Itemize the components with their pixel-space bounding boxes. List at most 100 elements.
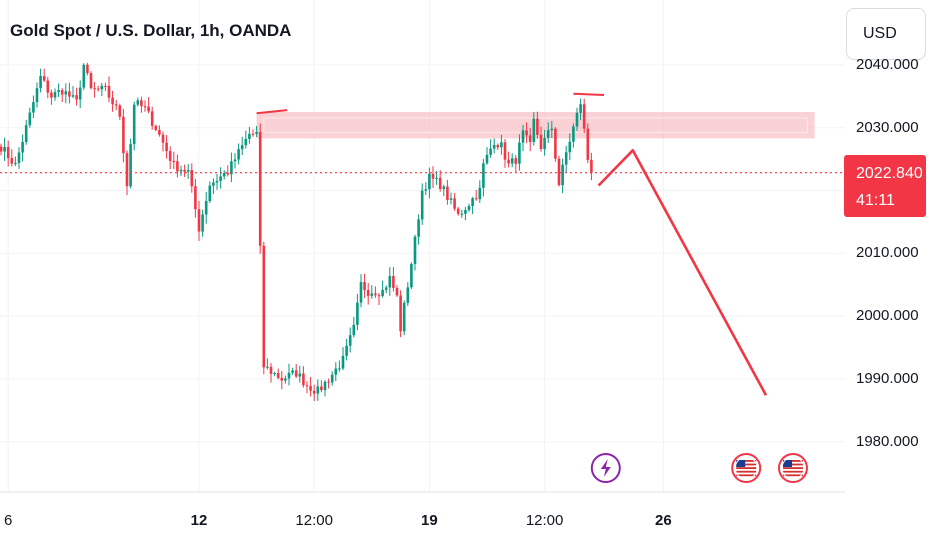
candle-body [262, 245, 266, 368]
candle-body [539, 134, 543, 150]
candle-body [582, 104, 586, 129]
us-flag-icon [781, 456, 805, 480]
candle-body [64, 91, 68, 95]
candle-body [456, 208, 460, 214]
candle-body [546, 130, 550, 138]
candle-body [291, 370, 294, 373]
candle-body [28, 112, 32, 126]
candle-body [114, 104, 118, 106]
candlestick-series [0, 62, 593, 402]
candle-body [212, 182, 215, 186]
candle-body [518, 142, 521, 164]
candle-body [255, 132, 258, 134]
candle-body [219, 176, 222, 181]
candle-body [107, 85, 111, 98]
time-tick-label: 19 [421, 512, 438, 529]
candle-body [521, 130, 525, 143]
candle-body [330, 374, 334, 383]
candle-body [399, 295, 402, 332]
candle-body [536, 118, 539, 135]
us-flag-icon [734, 456, 758, 480]
us-flag-stripe [783, 463, 803, 466]
candle-body [388, 275, 392, 288]
candle-body [420, 190, 424, 220]
price-tick-label: 2000.000 [856, 307, 919, 325]
resistance-zone-inner [263, 117, 808, 133]
candle-body [6, 147, 10, 159]
candle-body [122, 116, 125, 154]
candle-body [147, 106, 150, 112]
candle-body [474, 198, 478, 200]
candle-body [186, 170, 190, 172]
lightning-icon [600, 459, 611, 477]
candle-body [424, 189, 428, 191]
candle-body [334, 368, 338, 375]
candle-body [489, 148, 492, 155]
candle-body [514, 158, 518, 164]
us-flag-stripe [736, 463, 757, 466]
candle-body [176, 161, 179, 172]
us-flag-stripe [736, 467, 757, 469]
candle-body [190, 170, 194, 187]
candle-body [215, 180, 219, 183]
candle-body [204, 201, 208, 215]
candle-body [222, 173, 226, 177]
candle-body [161, 134, 165, 143]
candle-body [50, 92, 53, 98]
candle-body [35, 88, 39, 103]
candle-body [298, 373, 302, 377]
candle-body [464, 210, 467, 214]
candle-body [374, 293, 377, 296]
candle-body [276, 373, 280, 378]
candle-body [53, 92, 57, 98]
candle-body [384, 287, 388, 290]
price-tick-label: 2040.000 [856, 55, 919, 73]
candle-body [168, 151, 172, 161]
resistance-zone [256, 112, 815, 139]
us-flag-stripe [783, 467, 803, 469]
candle-body [244, 138, 248, 146]
candle-body [71, 95, 75, 97]
currency-button[interactable]: USD [846, 8, 926, 60]
candle-body [111, 97, 114, 105]
candle-body [431, 173, 435, 179]
candle-body [96, 88, 100, 90]
candle-body [316, 386, 320, 394]
candle-body [312, 390, 316, 394]
candle-body [305, 385, 309, 387]
candle-body [197, 209, 201, 232]
candle-body [172, 160, 176, 162]
candle-body [338, 368, 341, 370]
time-tick-label: 12:00 [295, 512, 333, 529]
candle-body [125, 153, 129, 187]
candle-body [75, 95, 78, 100]
candle-body [575, 112, 579, 127]
candle-body [46, 80, 50, 93]
candle-body [590, 159, 593, 173]
candle-body [183, 169, 186, 172]
candle-body [118, 105, 122, 117]
candle-body [467, 205, 471, 211]
candle-body [417, 219, 420, 237]
candle-body [572, 126, 575, 142]
candle-body [104, 85, 107, 87]
candle-body [302, 373, 305, 386]
chart-title: Gold Spot / U.S. Dollar, 1h, OANDA [10, 21, 292, 40]
candle-body [395, 287, 399, 296]
candle-body [510, 158, 514, 164]
candle-body [3, 147, 6, 152]
candle-body [359, 282, 363, 303]
time-tick-label: 12 [190, 512, 208, 529]
us-flag-canton [736, 460, 746, 467]
candle-body [496, 144, 500, 148]
candle-body [366, 290, 370, 296]
candle-body [68, 91, 71, 97]
candle-body [100, 85, 104, 90]
candle-body [194, 186, 197, 210]
candle-body [348, 335, 352, 346]
candle-body [179, 169, 183, 172]
candle-body [226, 173, 230, 175]
candle-body [435, 177, 438, 179]
candle-body [154, 125, 158, 130]
